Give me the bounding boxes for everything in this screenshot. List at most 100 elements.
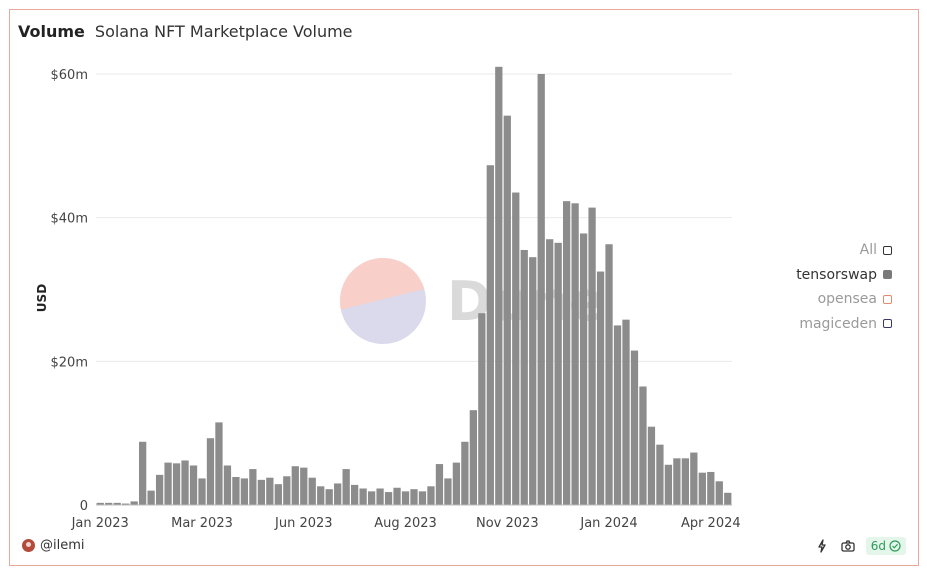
bar[interactable] [622,319,630,505]
bar[interactable] [529,257,537,505]
author-name: @ilemi [40,538,85,553]
bar[interactable] [206,438,215,505]
bar[interactable] [266,477,274,505]
bar[interactable] [656,444,664,505]
bar[interactable] [461,441,469,505]
bar[interactable] [334,483,342,505]
bar[interactable] [113,502,121,505]
bar[interactable] [495,66,503,505]
bar[interactable] [155,474,164,505]
bar[interactable] [342,469,350,505]
bar[interactable] [469,410,477,505]
bar[interactable] [376,488,384,505]
bar[interactable] [630,350,639,505]
bar[interactable] [393,487,401,505]
bar[interactable] [189,465,198,505]
bar[interactable] [520,249,528,505]
chart-legend: All tensorswap opensea magiceden [796,238,892,336]
bar[interactable] [367,491,376,505]
camera-icon[interactable] [840,538,856,554]
bar[interactable] [647,426,656,505]
bar[interactable] [707,471,715,505]
bar[interactable] [325,489,333,505]
bar[interactable] [401,491,410,505]
age-badge[interactable]: 6d [865,537,906,555]
bar[interactable] [613,325,622,505]
bar[interactable] [172,463,181,505]
bar[interactable] [232,476,240,505]
bar[interactable] [130,501,138,505]
check-circle-icon [889,540,901,552]
x-tick-label: Jan 2023 [71,516,129,531]
bar[interactable] [139,441,147,505]
bar[interactable] [359,488,367,505]
bar[interactable] [181,460,189,505]
bar[interactable] [563,201,571,505]
bar[interactable] [105,502,113,505]
legend-item-magiceden[interactable]: magiceden [796,312,892,337]
bar[interactable] [317,486,325,505]
bar[interactable] [122,503,130,505]
bar[interactable] [435,464,444,505]
bar[interactable] [291,466,299,505]
bar[interactable] [537,74,545,505]
legend-item-tensorswap[interactable]: tensorswap [796,263,892,288]
y-tick-label: $20m [51,355,88,370]
bar[interactable] [605,244,613,505]
bar[interactable] [223,465,232,505]
bar[interactable] [198,478,206,505]
x-axis-ticks: Jan 2023 Mar 2023 Jun 2023 Aug 2023 Nov 2023… [71,516,741,531]
refresh-icon[interactable] [814,538,830,554]
bar[interactable] [283,476,291,505]
bar[interactable] [452,462,461,505]
bar[interactable] [418,491,427,505]
bar[interactable] [681,458,689,505]
bar[interactable] [384,492,393,505]
bar[interactable] [554,242,562,505]
bar[interactable] [410,489,418,505]
age-text: 6d [870,539,886,553]
bar[interactable] [240,478,249,505]
legend-swatch-all [883,245,892,255]
legend-label-opensea: opensea [817,291,877,307]
bar[interactable] [351,484,359,505]
legend-item-opensea[interactable]: opensea [796,287,892,312]
footer-actions: 6d [814,537,906,555]
bar[interactable] [300,467,308,505]
bar[interactable] [444,478,452,505]
bar[interactable] [512,192,520,505]
bar[interactable] [427,486,435,505]
legend-label-tensorswap: tensorswap [796,266,877,283]
x-tick-label: Nov 2023 [476,516,539,531]
bar[interactable] [639,386,647,505]
bar[interactable] [215,422,223,505]
legend-swatch-opensea [883,294,892,304]
bar[interactable] [724,492,732,505]
bar[interactable] [96,502,104,505]
bar[interactable] [257,479,265,505]
bar[interactable] [503,115,511,505]
legend-item-all[interactable]: All [796,238,892,263]
bar[interactable] [486,165,494,506]
bar[interactable] [308,477,316,505]
bar[interactable] [698,472,706,505]
legend-label-all: All [859,242,877,258]
y-tick-label: $40m [51,212,88,227]
bar[interactable] [588,207,596,506]
bar[interactable] [164,462,172,505]
bar[interactable] [596,271,605,505]
bar[interactable] [690,452,698,505]
bar[interactable] [715,481,723,505]
bar[interactable] [478,313,486,505]
bar[interactable] [274,484,282,505]
author-link[interactable]: @ilemi [22,538,85,553]
bar[interactable] [579,233,588,505]
y-axis-label: USD [35,284,49,312]
bar[interactable] [664,464,673,505]
bar[interactable] [571,203,579,506]
bar[interactable] [249,469,257,505]
bar[interactable] [546,239,554,505]
bar[interactable] [673,458,681,505]
bar[interactable] [147,490,155,505]
legend-swatch-tensorswap [883,270,892,279]
